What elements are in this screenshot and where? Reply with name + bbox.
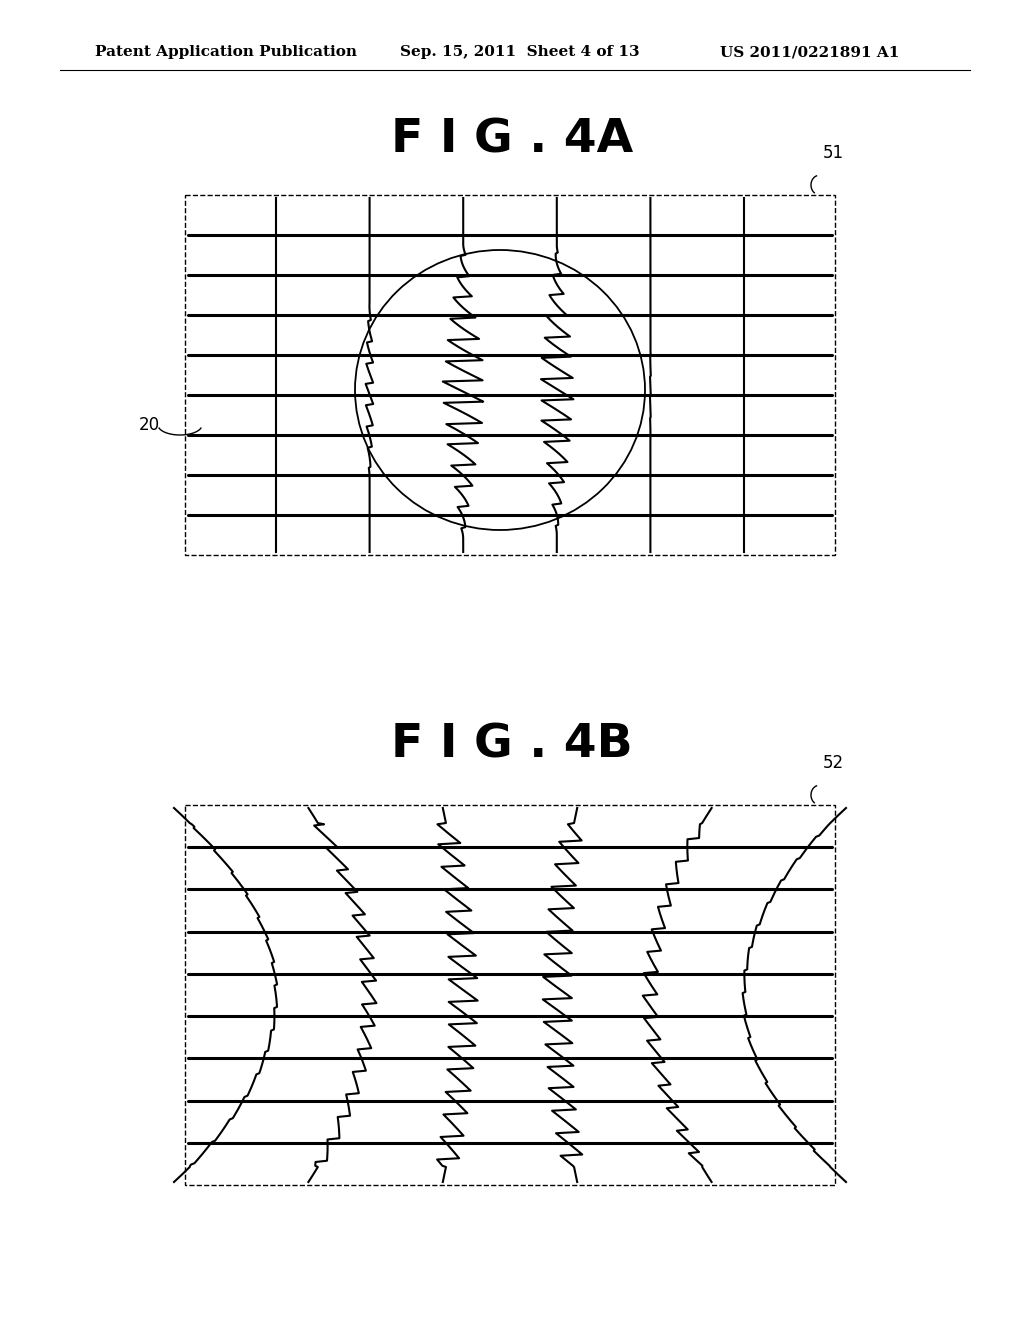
Bar: [185, 195, 835, 554]
Bar: [185, 805, 835, 1185]
Text: F I G . 4A: F I G . 4A: [391, 117, 633, 162]
Text: 20: 20: [139, 416, 160, 434]
Text: Patent Application Publication: Patent Application Publication: [95, 45, 357, 59]
Text: Sep. 15, 2011  Sheet 4 of 13: Sep. 15, 2011 Sheet 4 of 13: [400, 45, 640, 59]
Text: F I G . 4B: F I G . 4B: [391, 722, 633, 767]
Text: 51: 51: [823, 144, 844, 162]
Text: 52: 52: [823, 754, 844, 772]
Text: US 2011/0221891 A1: US 2011/0221891 A1: [720, 45, 899, 59]
